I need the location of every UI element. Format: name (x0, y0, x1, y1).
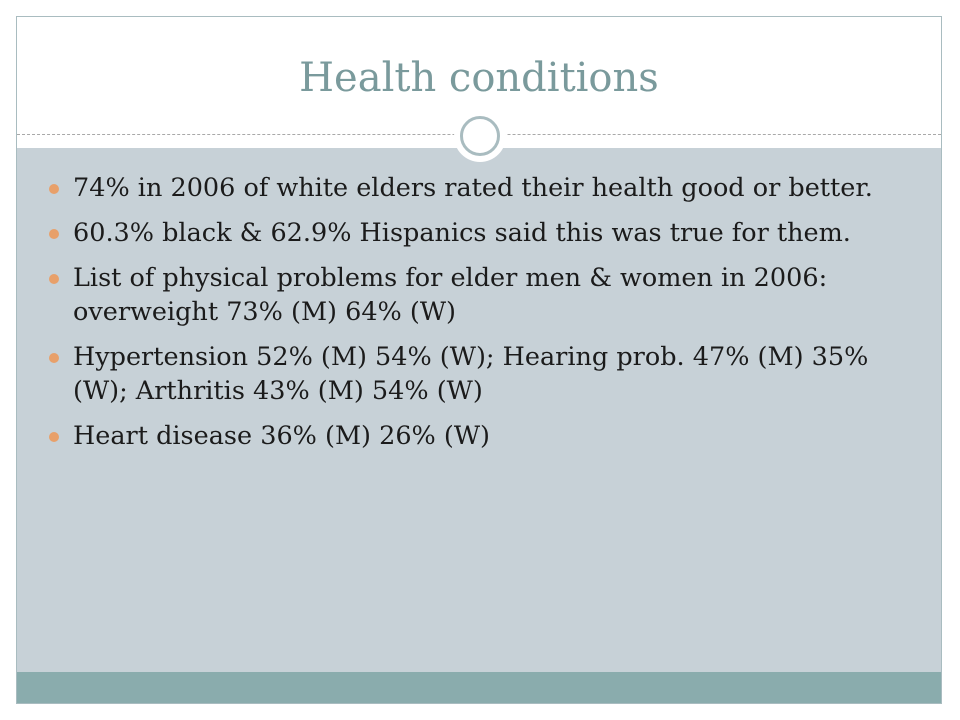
bullet-item: List of physical problems for elder men … (49, 261, 919, 329)
bullet-item: Hypertension 52% (M) 54% (W); Hearing pr… (49, 340, 919, 408)
bullet-text: List of physical problems for elder men … (73, 263, 828, 327)
bullet-text: Heart disease 36% (M) 26% (W) (73, 421, 491, 451)
bullet-item: Heart disease 36% (M) 26% (W) (49, 419, 919, 453)
bullet-dot-icon (49, 184, 59, 194)
bullet-item: 74% in 2006 of white elders rated their … (49, 171, 919, 205)
bullet-dot-icon (49, 274, 59, 284)
bullet-text: 60.3% black & 62.9% Hispanics said this … (73, 218, 851, 248)
ring-inner (460, 116, 500, 156)
content-area (17, 148, 941, 672)
bullet-text: 74% in 2006 of white elders rated their … (73, 173, 873, 203)
bullet-item: 60.3% black & 62.9% Hispanics said this … (49, 216, 919, 250)
slide-title: Health conditions (299, 55, 659, 101)
ring-ornament-icon (454, 110, 506, 162)
bullet-list: 74% in 2006 of white elders rated their … (49, 171, 919, 464)
bullet-dot-icon (49, 353, 59, 363)
bullet-text: Hypertension 52% (M) 54% (W); Hearing pr… (73, 342, 869, 406)
slide: Health conditions 74% in 2006 of white e… (16, 16, 942, 704)
bottom-band (17, 672, 941, 703)
bullet-dot-icon (49, 432, 59, 442)
bullet-dot-icon (49, 229, 59, 239)
